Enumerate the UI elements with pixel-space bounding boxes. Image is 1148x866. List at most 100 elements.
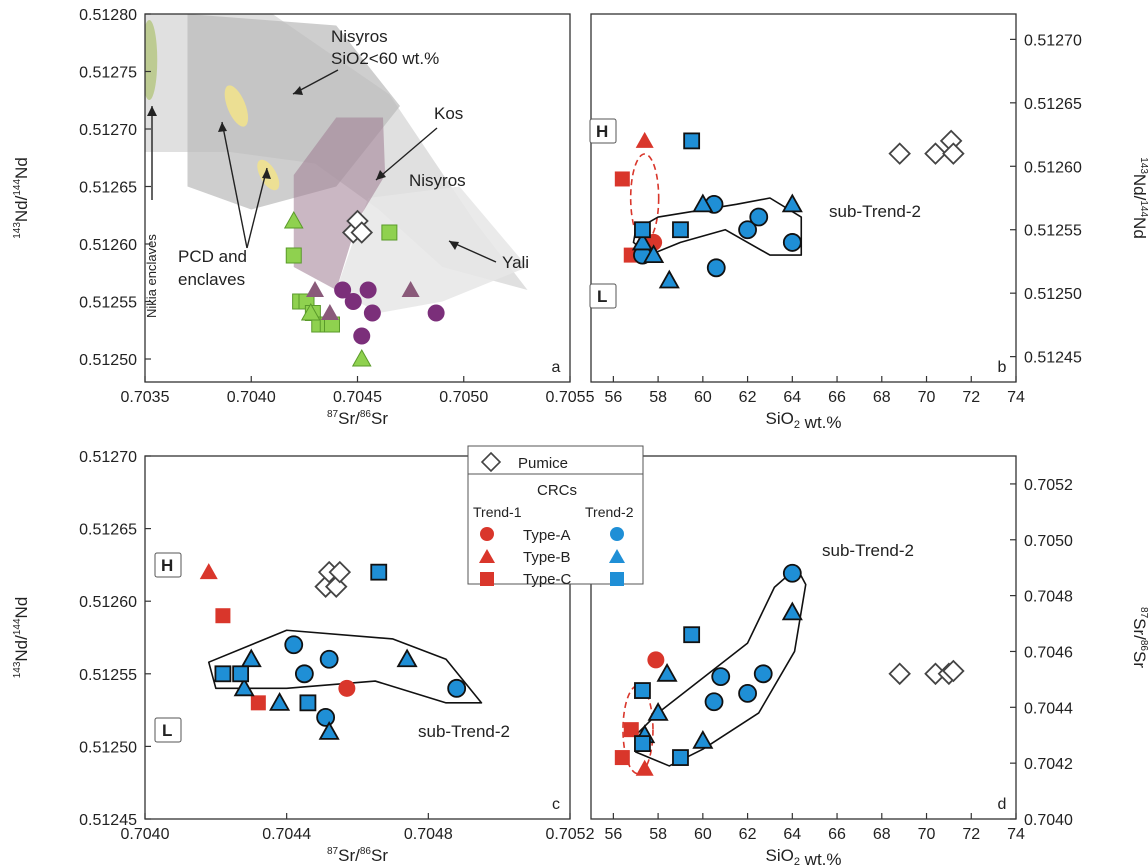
data-point-c-square [370,563,388,581]
x-tick-label-b: 66 [828,389,846,406]
arrow-pcd-1 [221,121,248,249]
x-tick-label-b: 72 [962,389,980,406]
data-point-c-triangle [269,692,291,711]
series-b-5 [631,193,803,289]
panel-letter-a: a [552,359,561,376]
data-point-c-circle [316,707,336,727]
series-a-2 [306,281,420,320]
data-point-a-circle [334,281,352,299]
y-tick-label-b: 0.51265 [1024,96,1082,113]
legend-trend1-type-b-marker [479,549,495,563]
x-tick-label-a: 0.7035 [121,389,170,406]
arrowhead-yali [449,241,459,250]
series-d-1 [647,651,665,669]
x-tick-label-d: 56 [604,826,622,843]
sub-trend-label-b: sub-Trend-2 [829,202,921,221]
data-point-a-square [285,247,302,264]
data-point-a-circle [353,327,371,345]
series-c-4 [284,635,467,727]
x-tick-label-c: 0.7048 [404,826,453,843]
x-tick-label-d: 66 [828,826,846,843]
series-c-0 [314,560,352,598]
h-label-b: H [596,122,608,141]
x-axis-label-a: 87Sr/86Sr [327,409,388,428]
data-point-d-triangle [656,662,678,682]
y-tick-label-d: 0.7050 [1024,533,1073,550]
data-point-b-triangle [692,193,714,213]
data-point-c-triangle [233,677,255,697]
h-box-c [154,552,182,578]
y-axis-label-b: 143Nd/144Nd [1130,157,1148,239]
l-label-c: L [162,721,172,740]
data-point-b-square [683,132,701,150]
legend-trend1-type-c-marker [480,572,494,586]
arrow-kos [375,127,438,181]
y-tick-label-a: 0.51250 [79,352,137,369]
panel-letter-b: b [998,359,1007,376]
data-point-a-triangle [283,210,304,229]
data-point-b-circle [738,220,757,240]
data-point-a-triangle [306,281,324,297]
field-label-nisyros-low-2: SiO2<60 wt.% [331,49,439,68]
series-d-3 [614,722,639,766]
data-point-d-triangle [692,729,714,749]
legend-pumice-label: Pumice [518,455,568,472]
field-kos [293,117,386,290]
y-tick-label-b: 0.51245 [1024,350,1082,367]
data-point-c-circle [447,678,467,698]
data-point-b-square [634,221,651,239]
plot-frame-d [590,455,1017,820]
series-c-5 [233,648,418,740]
y-axis-label-d: 87Sr/86Sr [1130,607,1148,668]
data-point-b-diamond [924,142,947,165]
sub-trend-label-d: sub-Trend-2 [822,541,914,560]
data-point-c-circle [294,664,314,684]
series-a-3 [334,281,445,345]
x-tick-label-b: 60 [694,389,712,406]
l-box-b [589,283,617,309]
legend-trend2-label: Trend-2 [585,504,634,520]
data-point-a-circle [427,304,445,322]
y-tick-label-d: 0.7042 [1024,756,1073,773]
x-tick-label-d: 62 [739,826,757,843]
data-point-c-square [299,694,317,712]
data-point-c-square [215,608,231,624]
sub-trend-envelope-c [207,629,483,704]
data-point-d-square [683,626,701,644]
panel-a-annotations: Nisyros SiO2<60 wt.% Kos Nisyros Yali PC… [144,27,529,318]
panel-d-annotations: sub-Trend-2 [822,541,914,560]
data-point-d-circle [704,692,724,712]
field-label-nikia: Nikia enclaves [144,234,159,318]
x-tick-label-a: 0.7045 [333,389,382,406]
series-d-0 [888,659,965,686]
data-point-c-square [232,665,250,683]
x-tick-label-a: 0.7040 [227,389,276,406]
data-point-b-triangle [635,131,654,148]
y-tick-label-b: 0.51270 [1024,32,1082,49]
data-point-d-circle [738,683,757,703]
series-c-1 [338,679,356,697]
arrowhead-pcd-1 [218,122,227,132]
legend-type-c-label: Type-C [523,571,572,588]
x-tick-label-b: 64 [783,389,801,406]
data-point-c-triangle [396,648,418,668]
x-tick-label-c: 0.7040 [121,826,170,843]
y-tick-label-a: 0.51280 [79,7,137,24]
x-tick-label-b: 70 [918,389,936,406]
data-point-b-diamond [942,142,965,165]
panel-c-annotations: H L sub-Trend-2 [154,552,510,743]
legend-trend2-type-c-marker [610,572,624,586]
series-b-2 [635,131,654,148]
data-point-b-triangle [781,193,803,213]
y-tick-label-d: 0.7040 [1024,812,1073,829]
data-point-d-square [672,749,689,766]
y-tick-label-a: 0.51260 [79,237,137,254]
arrowhead-nisyros-low [293,86,303,95]
data-point-a-circle [344,293,362,310]
l-box-c [154,717,182,743]
y-tick-label-c: 0.51245 [79,812,137,829]
series-b-0 [888,129,965,165]
x-tick-label-b: 62 [739,389,757,406]
x-axis-label-b: SiO2 wt.% [765,409,841,432]
